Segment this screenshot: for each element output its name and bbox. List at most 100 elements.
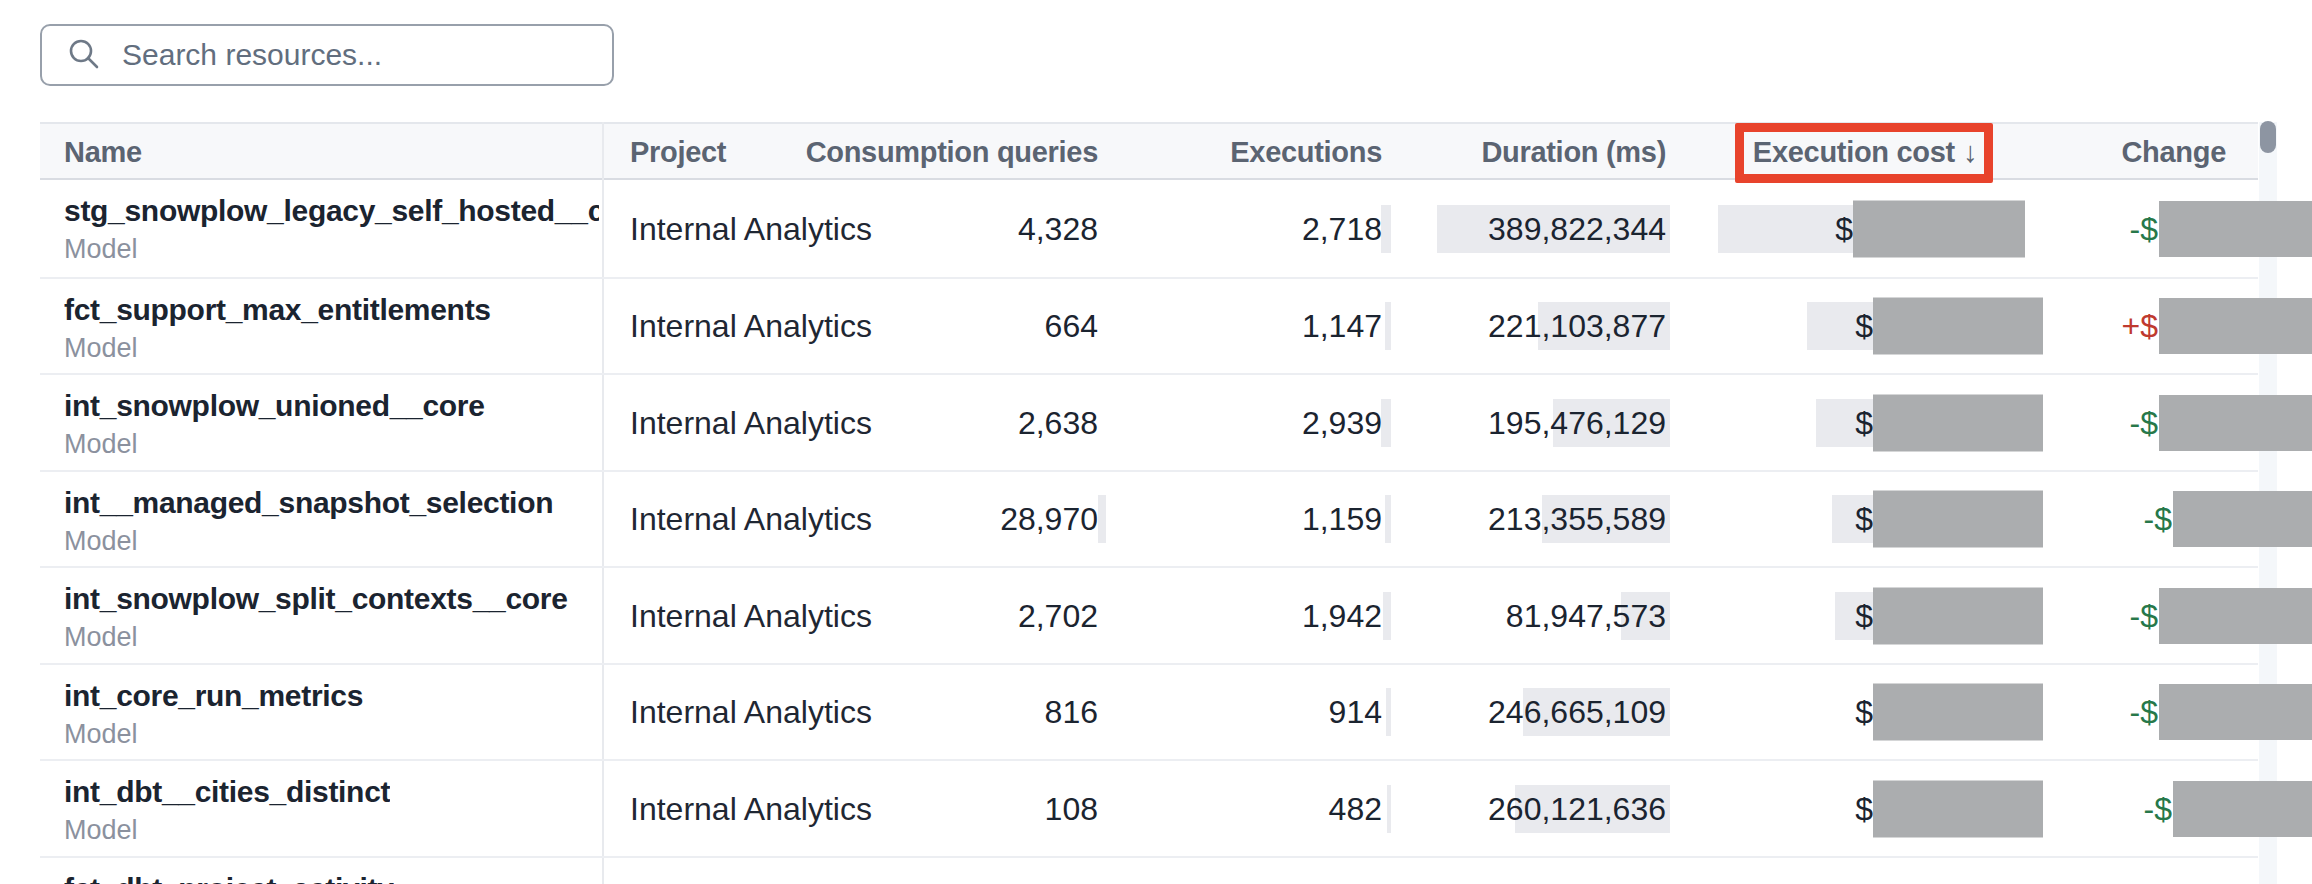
executions-bar [1387,785,1391,833]
change-redaction [2159,684,2312,740]
resource-name-link[interactable]: int_snowplow_unioned__core [64,389,485,423]
change-sign-prefix: +$ [2122,308,2158,345]
resource-name-link[interactable]: fct_dbt_project_activity [64,872,394,884]
resource-type-label: Model [64,526,138,557]
project-cell: Internal Analytics [630,597,872,634]
executions-value: 914 [1329,694,1382,731]
table-row[interactable]: int_dbt__cities_distinct Model Internal … [40,759,2258,856]
project-cell: Internal Analytics [630,308,872,345]
duration-value: 221,103,877 [1488,308,1666,345]
search-input[interactable] [120,37,584,73]
execution-cost-redaction [1853,200,2025,257]
table-row[interactable]: int_snowplow_unioned__core Model Interna… [40,373,2258,470]
resource-name-link[interactable]: int__managed_snapshot_selection [64,486,553,520]
resource-type-label: Model [64,815,138,846]
executions-value: 482 [1329,790,1382,827]
change-redaction [2173,491,2312,547]
execution-cost-currency-prefix: $ [1855,404,1873,441]
sort-descending-icon: ↓ [1963,136,1977,168]
executions-bar [1386,688,1391,736]
resource-name-link[interactable]: stg_snowplow_legacy_self_hosted__cor... [64,194,599,228]
executions-value: 1,942 [1302,597,1382,634]
executions-value: 2,939 [1302,404,1382,441]
execution-cost-redaction [1873,684,2043,741]
table-row[interactable]: fct_support_max_entitlements Model Inter… [40,277,2258,373]
project-cell: Internal Analytics [630,210,872,247]
consumption-queries-value: 108 [1045,790,1098,827]
column-header-consumption-queries[interactable]: Consumption queries [806,136,1098,169]
execution-cost-redaction [1873,394,2043,451]
consumption-queries-value: 2,638 [1018,404,1098,441]
table-row[interactable]: int_snowplow_split_contexts__core Model … [40,566,2258,663]
execution-cost-currency-prefix: $ [1855,694,1873,731]
execution-cost-currency-prefix: $ [1855,308,1873,345]
table-row[interactable]: stg_snowplow_legacy_self_hosted__cor... … [40,180,2258,277]
change-sign-prefix: -$ [2144,790,2172,827]
executions-value: 2,718 [1302,210,1382,247]
change-redaction [2159,395,2312,451]
duration-value: 195,476,129 [1488,404,1666,441]
execution-cost-header-label: Execution cost [1753,136,1955,168]
table-row[interactable]: int_core_run_metrics Model Internal Anal… [40,663,2258,759]
consumption-queries-value: 28,970 [1000,501,1098,538]
resource-type-label: Model [64,333,138,364]
table-row[interactable]: fct_dbt_project_activity [40,856,2258,884]
project-cell: Internal Analytics [630,790,872,827]
execution-cost-currency-prefix: $ [1855,501,1873,538]
execution-cost-redaction [1873,587,2043,644]
change-sign-prefix: -$ [2130,210,2158,247]
executions-value: 1,159 [1302,501,1382,538]
change-redaction [2159,588,2312,644]
executions-bar [1385,495,1391,543]
execution-cost-redaction [1873,491,2043,548]
change-redaction [2159,201,2312,257]
execution-cost-redaction [1873,298,2043,355]
change-sign-prefix: -$ [2130,597,2158,634]
consumption-queries-value: 2,702 [1018,597,1098,634]
change-sign-prefix: -$ [2130,404,2158,441]
scrollbar-thumb[interactable] [2260,121,2276,153]
resource-type-label: Model [64,719,138,750]
resource-type-label: Model [64,622,138,653]
duration-value: 246,665,109 [1488,694,1666,731]
change-sign-prefix: -$ [2130,694,2158,731]
column-header-executions[interactable]: Executions [1230,136,1382,169]
duration-value: 260,121,636 [1488,790,1666,827]
consumption-queries-value: 4,328 [1018,210,1098,247]
executions-bar [1385,302,1391,350]
project-cell: Internal Analytics [630,501,872,538]
resource-type-label: Model [64,429,138,460]
change-redaction [2173,781,2312,837]
executions-bar [1381,399,1391,447]
executions-bar [1381,205,1391,253]
execution-cost-currency-prefix: $ [1855,597,1873,634]
duration-value: 213,355,589 [1488,501,1666,538]
column-header-execution-cost[interactable]: Execution cost↓ [1745,136,1985,169]
change-redaction [2159,298,2312,354]
execution-cost-currency-prefix: $ [1835,210,1853,247]
resource-name-link[interactable]: int_core_run_metrics [64,679,363,713]
column-header-project[interactable]: Project [630,136,726,169]
column-header-change[interactable]: Change [2121,136,2226,169]
column-header-duration[interactable]: Duration (ms) [1481,136,1666,169]
duration-value: 81,947,573 [1506,597,1666,634]
execution-cost-redaction [1873,780,2043,837]
resource-name-link[interactable]: int_snowplow_split_contexts__core [64,582,568,616]
resource-type-label: Model [64,234,138,265]
execution-cost-currency-prefix: $ [1855,790,1873,827]
project-cell: Internal Analytics [630,694,872,731]
change-sign-prefix: -$ [2144,501,2172,538]
duration-value: 389,822,344 [1488,210,1666,247]
executions-bar [1383,592,1391,640]
column-header-name[interactable]: Name [64,136,142,169]
search-icon [66,37,102,73]
consumption-queries-value: 816 [1045,694,1098,731]
executions-value: 1,147 [1302,308,1382,345]
consumption-queries-bar [1098,495,1106,543]
search-box[interactable] [40,24,614,86]
resource-name-link[interactable]: int_dbt__cities_distinct [64,775,390,809]
resources-page: Name Project Consumption queries Executi… [0,0,2312,884]
project-cell: Internal Analytics [630,404,872,441]
resource-name-link[interactable]: fct_support_max_entitlements [64,293,491,327]
table-row[interactable]: int__managed_snapshot_selection Model In… [40,470,2258,566]
